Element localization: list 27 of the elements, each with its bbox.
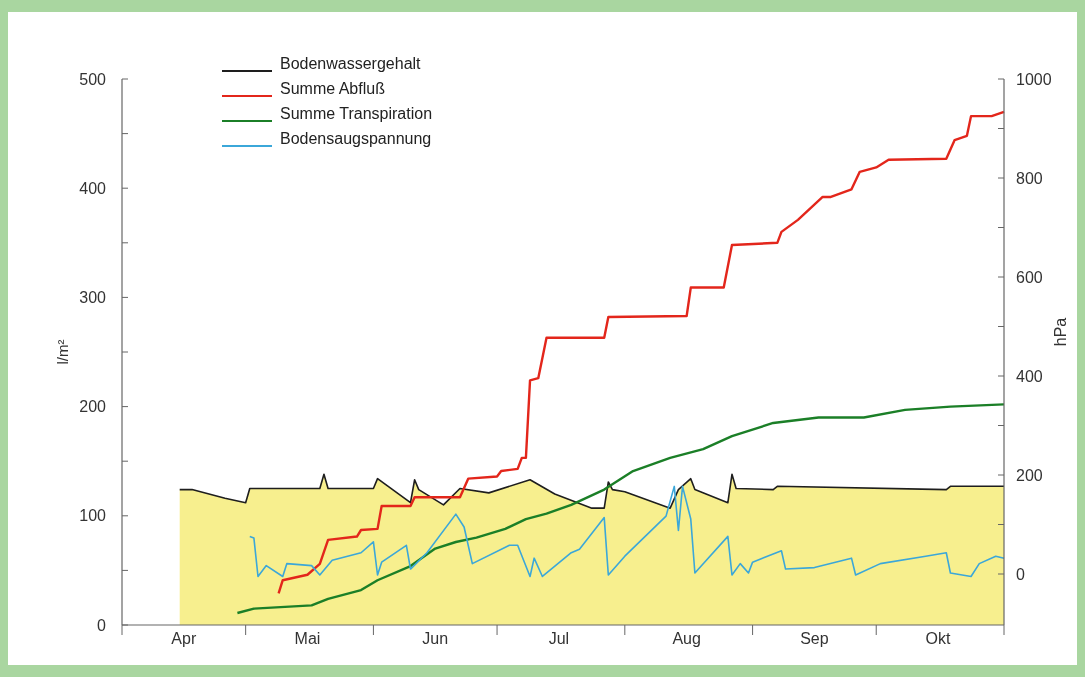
y2-tick-label: 1000 [1016, 70, 1052, 88]
legend-label: Bodensaugspannung [280, 129, 432, 147]
line-series [236, 403, 1006, 615]
x-tick-label: Mai [294, 630, 321, 647]
line-series [248, 485, 1005, 578]
legend-label: Bodenwassergehalt [280, 54, 422, 72]
x-tick-label: Jul [548, 630, 570, 647]
x-tick-label: Okt [925, 630, 952, 647]
x-tick-label: Apr [171, 630, 197, 647]
y-axis-title: l/m² [54, 339, 71, 365]
y-tick-label: 300 [79, 289, 107, 306]
y-tick-label: 0 [97, 616, 107, 634]
legend-label: Summe Transpiration [280, 104, 433, 122]
x-tick-label: Aug [672, 630, 701, 647]
y2-tick-label: 200 [1016, 466, 1043, 484]
y2-tick-label: 600 [1016, 268, 1043, 286]
y2-tick-label: 0 [1016, 565, 1025, 583]
y-tick-label: 400 [79, 179, 107, 197]
y2-tick-label: 800 [1016, 169, 1043, 187]
y-tick-label: 200 [79, 398, 107, 416]
x-tick-label: Sep [800, 630, 829, 647]
y2-axis-title: hPa [1052, 317, 1069, 347]
y2-tick-label: 400 [1016, 367, 1043, 385]
legend-label: Summe Abfluß [280, 79, 386, 97]
y-tick-label: 100 [79, 507, 107, 525]
y-tick-label: 500 [79, 70, 107, 88]
x-tick-label: Jun [422, 630, 449, 647]
